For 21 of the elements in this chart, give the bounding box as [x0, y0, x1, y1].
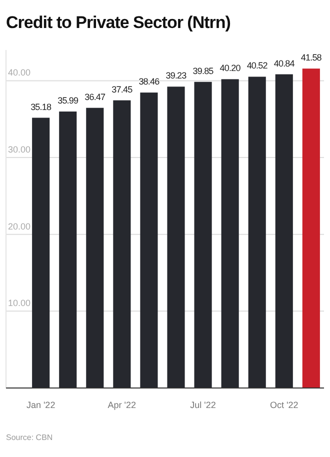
- chart-title: Credit to Private Sector (Ntrn): [6, 13, 230, 32]
- data-label: 40.52: [246, 60, 268, 71]
- data-label: 40.20: [220, 63, 241, 74]
- x-tick-label: Jul '22: [190, 400, 216, 410]
- x-tick-label: Apr '22: [108, 400, 136, 410]
- data-label: 39.85: [192, 66, 214, 76]
- y-tick-label: 10.00: [8, 298, 31, 308]
- x-tick-label: Oct '22: [270, 400, 298, 410]
- y-tick-label: 40.00: [8, 68, 31, 78]
- data-label: 39.23: [166, 70, 187, 81]
- source-note: Source: CBN: [6, 433, 53, 442]
- y-tick-label: 20.00: [8, 221, 31, 232]
- data-label: 41.58: [300, 52, 322, 63]
- data-label: 40.84: [274, 58, 295, 68]
- data-label: 35.18: [30, 102, 52, 112]
- y-tick-label: 30.00: [8, 144, 31, 155]
- data-label: 36.47: [84, 92, 106, 102]
- x-tick-label: Jan '22: [26, 400, 56, 410]
- data-label: 35.99: [58, 96, 79, 106]
- data-label: 38.46: [138, 76, 160, 87]
- data-label: 37.45: [112, 84, 133, 94]
